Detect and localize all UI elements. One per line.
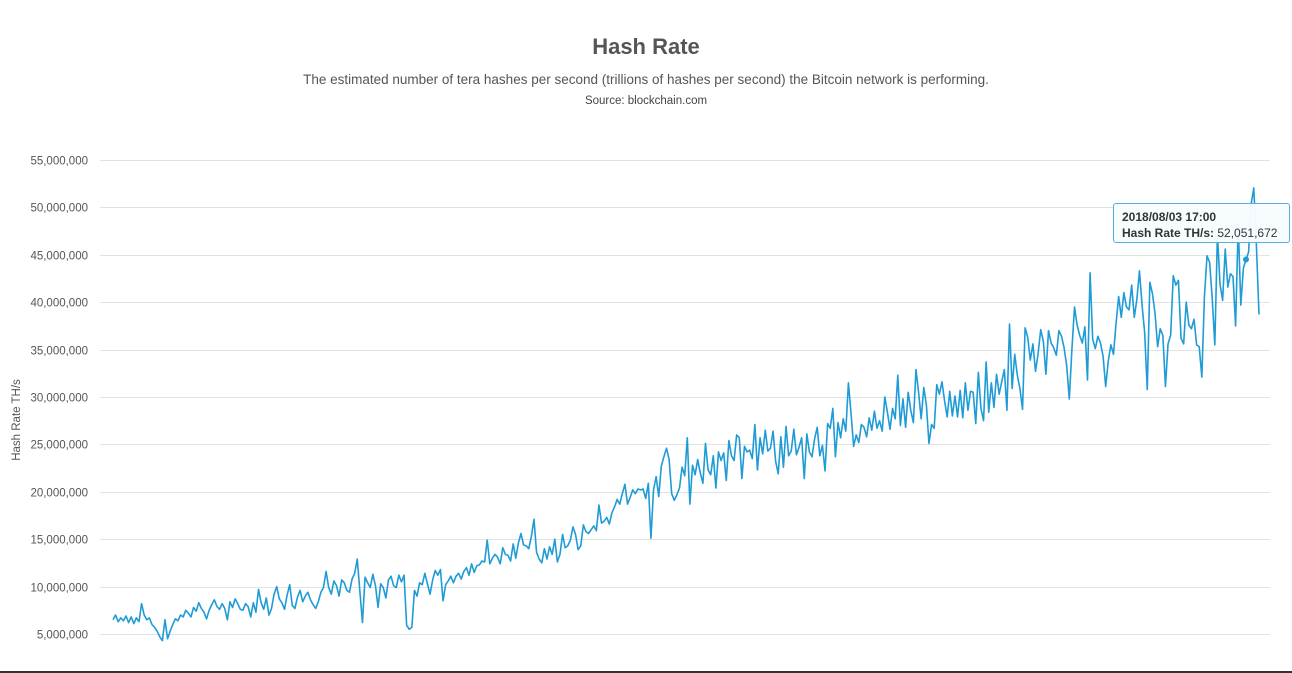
y-tick-label: 5,000,000 — [37, 630, 88, 642]
chart-title: Hash Rate — [592, 34, 700, 59]
y-tick-label: 40,000,000 — [30, 298, 88, 310]
tooltip-label: Hash Rate TH/s — [1122, 226, 1211, 240]
y-tick-label: 15,000,000 — [30, 535, 88, 547]
hash-rate-series-line[interactable] — [112, 187, 1260, 642]
bottom-border — [0, 671, 1292, 673]
y-axis-tick-labels: 5,000,000 10,000,000 15,000,000 20,000,000 2… — [30, 156, 88, 642]
tooltip-value: 52,051,672 — [1217, 226, 1278, 240]
hover-point[interactable] — [1243, 256, 1250, 263]
tooltip-colon: : — [1210, 226, 1215, 240]
y-tick-label: 20,000,000 — [30, 488, 88, 500]
gridlines — [100, 160, 1270, 635]
tooltip-row: Hash Rate TH/s: 52,051,672 — [1122, 225, 1289, 241]
chart-subtitle: The estimated number of tera hashes per … — [303, 72, 989, 87]
chart-source: Source: blockchain.com — [584, 95, 708, 107]
y-tick-label: 30,000,000 — [30, 393, 88, 405]
y-tick-label: 50,000,000 — [30, 203, 88, 215]
tooltip-date: 2018/08/03 17:00 — [1122, 210, 1217, 224]
y-axis-label: Hash Rate TH/s — [11, 379, 23, 461]
series-layer[interactable] — [112, 187, 1260, 642]
y-tick-label: 55,000,000 — [30, 156, 88, 168]
y-tick-label: 25,000,000 — [30, 440, 88, 452]
y-tick-label: 10,000,000 — [30, 583, 88, 595]
tooltip: 2018/08/03 17:00 Hash Rate TH/s: 52,051,… — [1113, 203, 1290, 243]
y-tick-label: 45,000,000 — [30, 251, 88, 263]
hover-marker-layer — [1243, 256, 1250, 263]
y-tick-label: 35,000,000 — [30, 346, 88, 358]
